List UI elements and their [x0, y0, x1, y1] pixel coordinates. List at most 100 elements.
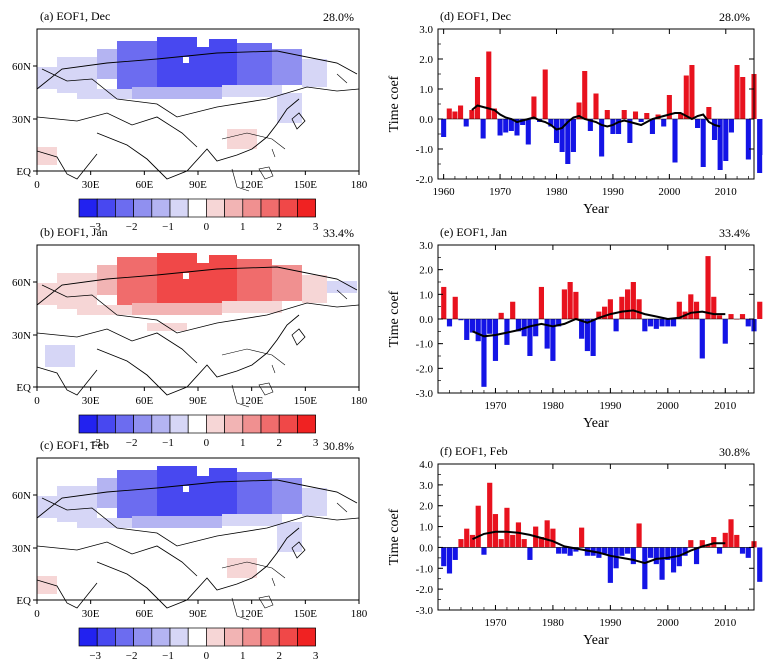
- running-mean-line: [472, 530, 726, 565]
- bar: [757, 119, 763, 173]
- bar: [531, 96, 537, 119]
- bar: [480, 119, 486, 139]
- anomaly-shading: [57, 486, 97, 522]
- map-x-tick-label: 90E: [189, 179, 207, 191]
- bar: [723, 119, 729, 161]
- anomaly-shading: [222, 301, 282, 313]
- x-tick-label: 1980: [546, 186, 569, 198]
- bar: [556, 547, 562, 554]
- anomaly-shading: [157, 466, 197, 518]
- bar: [498, 312, 504, 319]
- bar: [533, 319, 539, 337]
- colorbar-swatch: [224, 627, 244, 647]
- anomaly-shading: [272, 49, 302, 85]
- anomaly-shading: [97, 49, 117, 79]
- y-tick-label: -1.0: [416, 563, 434, 575]
- y-axis-label: Time coef: [387, 290, 402, 347]
- bar: [521, 539, 527, 548]
- colorbar-swatch: [169, 627, 189, 647]
- colorbar-swatch: [278, 414, 298, 434]
- x-tick-label: 1970: [489, 186, 512, 198]
- colorbar-label: 0: [204, 650, 210, 662]
- y-tick-label: -2.0: [416, 363, 434, 375]
- colorbar-swatch: [151, 627, 171, 647]
- bar: [446, 108, 452, 119]
- anomaly-shading: [117, 257, 157, 305]
- bar: [527, 319, 533, 356]
- bar: [579, 319, 585, 339]
- bar: [627, 119, 633, 143]
- map-x-tick-label: 90E: [189, 608, 207, 620]
- anomaly-shading: [302, 275, 327, 303]
- bar: [582, 71, 588, 119]
- anomaly-shading: [132, 516, 222, 528]
- x-tick-label: 1990: [599, 400, 622, 412]
- bar: [647, 547, 654, 558]
- anomaly-shading: [97, 478, 117, 508]
- bar: [602, 306, 608, 319]
- colorbar-swatch: [133, 198, 153, 218]
- bar: [548, 119, 554, 127]
- bar: [487, 482, 493, 548]
- bar: [544, 520, 550, 548]
- colorbar-swatch: [260, 414, 280, 434]
- bar: [452, 296, 458, 319]
- map-x-tick-label: 180: [351, 395, 368, 407]
- bar: [642, 547, 648, 590]
- bar: [621, 110, 627, 119]
- anomaly-shading: [77, 305, 132, 315]
- colorbar-swatch: [260, 198, 280, 218]
- map-panels: (a) EOF1, Dec 28.0% 0 30E 60E 90E 120E 150E 180 6…: [12, 9, 368, 662]
- bar: [636, 523, 642, 548]
- y-tick-label: 0.0: [419, 114, 433, 126]
- y-tick-label: 1.0: [419, 84, 433, 96]
- y-tick-label: -2.0: [416, 584, 434, 596]
- map-x-tick-label: 120E: [240, 608, 264, 620]
- x-tick-label: 2000: [658, 186, 681, 198]
- bar: [590, 319, 596, 356]
- map-x-tick-label: 60E: [135, 179, 153, 191]
- bar: [676, 301, 682, 319]
- map-y-tick-label: 30N: [12, 114, 31, 126]
- colorbar-swatch: [242, 198, 262, 218]
- bar: [542, 69, 548, 119]
- map-y-tick-label: 60N: [12, 490, 31, 502]
- colorbar-label: −1: [162, 437, 174, 449]
- bar: [446, 319, 453, 327]
- anomaly-shading: [77, 89, 132, 99]
- bar: [515, 319, 522, 332]
- y-tick-label: 2.0: [419, 54, 433, 66]
- bar: [525, 119, 531, 145]
- bar: [579, 527, 585, 548]
- anomaly-shading: [97, 265, 117, 295]
- map-x-tick-label: 0: [34, 395, 40, 407]
- anomaly-shading: [37, 67, 57, 89]
- bar: [740, 77, 746, 119]
- map-x-tick-label: 90E: [189, 395, 207, 407]
- colorbar-swatch: [224, 198, 244, 218]
- bar: [716, 315, 723, 319]
- bar: [607, 299, 613, 319]
- bar: [693, 301, 700, 319]
- anomaly-shading: [272, 478, 302, 514]
- map-x-tick-label: 120E: [240, 179, 264, 191]
- bar: [716, 547, 723, 554]
- bar: [722, 319, 728, 344]
- map-x-tick-label: 180: [351, 608, 368, 620]
- colorbar-label: 1: [240, 221, 246, 233]
- map-panel-title: (c) EOF1, Feb: [40, 438, 109, 452]
- bar: [689, 65, 695, 119]
- x-tick-label: 2000: [657, 617, 680, 629]
- map-x-tick-label: 150E: [294, 395, 318, 407]
- bar: [610, 119, 616, 134]
- colorbar-label: −2: [126, 221, 138, 233]
- bar: [699, 540, 705, 548]
- bar: [728, 314, 734, 319]
- bar: [492, 319, 499, 361]
- colorbar-swatch: [96, 414, 116, 434]
- bar: [688, 294, 694, 319]
- bar: [734, 534, 740, 548]
- colorbar-label: 3: [313, 650, 319, 662]
- missing-data-cell: [183, 57, 189, 63]
- bar: [464, 319, 470, 340]
